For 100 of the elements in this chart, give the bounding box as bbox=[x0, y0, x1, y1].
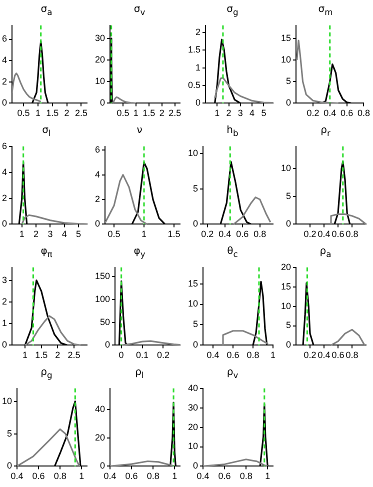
y-tick-label: 10 bbox=[188, 148, 198, 158]
y-tick-label: 0 bbox=[286, 340, 292, 350]
chart-title: σ$_{v}$ bbox=[132, 3, 146, 18]
x-tick-label: 2 bbox=[226, 108, 232, 118]
x-tick-label: 0.6 bbox=[332, 350, 344, 360]
y-tick-label: 10 bbox=[188, 441, 198, 452]
y-tick-label: 10 bbox=[2, 396, 12, 406]
y-tick-label: 0 bbox=[2, 218, 8, 229]
y-tick-label: 0.5 bbox=[188, 80, 201, 90]
y-tick-label: 20 bbox=[94, 432, 106, 442]
x-tick-label: 0.2 bbox=[201, 229, 214, 240]
x-tick-label: 0.6 bbox=[125, 471, 138, 482]
y-tick-label: 100 bbox=[94, 294, 110, 304]
x-tick-label: 1 bbox=[35, 108, 40, 118]
x-tick-label: 0.6 bbox=[340, 108, 354, 118]
y-tick-label: 30 bbox=[94, 32, 106, 43]
x-tick-label: 0.4 bbox=[318, 229, 330, 240]
x-tick-label: 1 bbox=[270, 350, 276, 360]
y-tick-label: 0 bbox=[2, 340, 8, 350]
x-tick-label: 4 bbox=[250, 108, 255, 118]
x-tick-label: 1 bbox=[79, 471, 84, 482]
y-tick-label: 10 bbox=[188, 298, 198, 309]
y-tick-label: 5 bbox=[6, 428, 12, 438]
y-tick-label: 15 bbox=[280, 32, 292, 43]
y-tick-label: 40 bbox=[188, 382, 198, 393]
y-tick-label: 15 bbox=[188, 278, 198, 288]
y-tick-label: 0 bbox=[192, 340, 198, 350]
y-tick-label: 40 bbox=[94, 404, 106, 414]
y-tick-label: 30 bbox=[188, 402, 198, 412]
chart-title: φ$_{y}$ bbox=[132, 245, 146, 260]
y-tick-label: 0 bbox=[6, 460, 12, 471]
y-tick-label: 4 bbox=[94, 169, 100, 180]
x-tick-label: 0.5 bbox=[17, 108, 30, 118]
chart-title: ρ$_{g}$ bbox=[40, 366, 54, 381]
y-tick-label: 10 bbox=[280, 300, 292, 311]
chart-title: h$_{b}$ bbox=[226, 124, 240, 139]
x-tick-label: 0.8 bbox=[346, 229, 358, 240]
y-tick-label: 1 bbox=[195, 62, 201, 72]
chart-title: ρ$_{a}$ bbox=[318, 245, 332, 260]
x-tick-label: 1 bbox=[214, 108, 220, 118]
x-tick-label: 5 bbox=[261, 108, 266, 118]
y-tick-label: 10 bbox=[280, 163, 292, 174]
y-tick-label: 2 bbox=[2, 76, 8, 86]
chart-title: ρ$_{v}$ bbox=[226, 366, 240, 381]
x-tick-label: 0.4 bbox=[318, 350, 330, 360]
y-tick-label: 0 bbox=[2, 98, 8, 108]
y-tick-label: 0 bbox=[105, 340, 110, 350]
y-tick-label: 5 bbox=[192, 319, 198, 330]
y-tick-label: 2 bbox=[2, 192, 8, 203]
chart-title: σ$_{a}$ bbox=[40, 3, 54, 18]
x-tick-label: 0.4 bbox=[196, 471, 210, 482]
x-tick-label: 0.4 bbox=[104, 471, 116, 482]
x-tick-label: 1.5 bbox=[46, 108, 59, 118]
x-tick-label: 0.6 bbox=[236, 229, 249, 240]
x-tick-label: 0.5 bbox=[108, 229, 120, 240]
x-tick-label: 0.2 bbox=[156, 350, 170, 360]
y-tick-label: 0 bbox=[192, 218, 198, 229]
chart-title: θ$_{c}$ bbox=[226, 245, 239, 260]
y-tick-label: 6 bbox=[94, 144, 100, 155]
x-tick-label: 1.5 bbox=[35, 350, 48, 360]
x-tick-label: 5 bbox=[76, 229, 82, 240]
x-tick-label: 0.4 bbox=[218, 229, 232, 240]
chart-title: ρ$_{l}$ bbox=[134, 366, 145, 381]
y-tick-label: 0 bbox=[286, 98, 292, 108]
y-tick-label: 0 bbox=[192, 460, 198, 471]
y-tick-label: 150 bbox=[94, 271, 110, 282]
x-tick-label: 2 bbox=[34, 229, 39, 240]
x-tick-label: 2 bbox=[55, 350, 60, 360]
x-tick-label: 0.2 bbox=[304, 350, 316, 360]
y-tick-label: 1 bbox=[2, 318, 8, 328]
y-tick-label: 20 bbox=[94, 54, 106, 64]
x-tick-label: 0.2 bbox=[306, 108, 320, 118]
x-tick-label: 0.6 bbox=[226, 350, 240, 360]
x-tick-label: 1 bbox=[19, 229, 24, 240]
y-tick-label: 5 bbox=[286, 76, 292, 86]
x-tick-label: 0.1 bbox=[136, 350, 149, 360]
chart-title: σ$_{m}$ bbox=[317, 3, 334, 18]
x-tick-label: 0.8 bbox=[240, 471, 252, 482]
y-tick-label: 20 bbox=[280, 262, 292, 272]
y-tick-label: 10 bbox=[280, 54, 292, 64]
y-tick-label: 0 bbox=[286, 218, 292, 229]
x-tick-label: 0.8 bbox=[254, 229, 266, 240]
chart-title: σ$_{g}$ bbox=[226, 3, 240, 18]
x-tick-label: 1 bbox=[22, 350, 28, 360]
y-tick-label: 0 bbox=[100, 460, 106, 471]
x-tick-label: 1 bbox=[265, 471, 270, 482]
x-tick-label: 1 bbox=[133, 108, 138, 118]
x-tick-label: 1 bbox=[172, 471, 178, 482]
x-tick-label: 1.5 bbox=[168, 229, 180, 240]
x-tick-label: 0 bbox=[118, 350, 124, 360]
x-tick-label: 3 bbox=[238, 108, 243, 118]
x-tick-label: 0.8 bbox=[54, 471, 66, 482]
x-tick-label: 0.4 bbox=[324, 108, 336, 118]
x-tick-label: 0.2 bbox=[304, 229, 316, 240]
x-tick-label: 0.6 bbox=[32, 471, 45, 482]
y-tick-label: 5 bbox=[192, 183, 198, 194]
x-tick-label: 2 bbox=[159, 108, 164, 118]
chart-title: σ$_{l}$ bbox=[41, 124, 52, 139]
y-tick-label: 3 bbox=[2, 274, 8, 285]
x-tick-label: 0.4 bbox=[206, 350, 220, 360]
